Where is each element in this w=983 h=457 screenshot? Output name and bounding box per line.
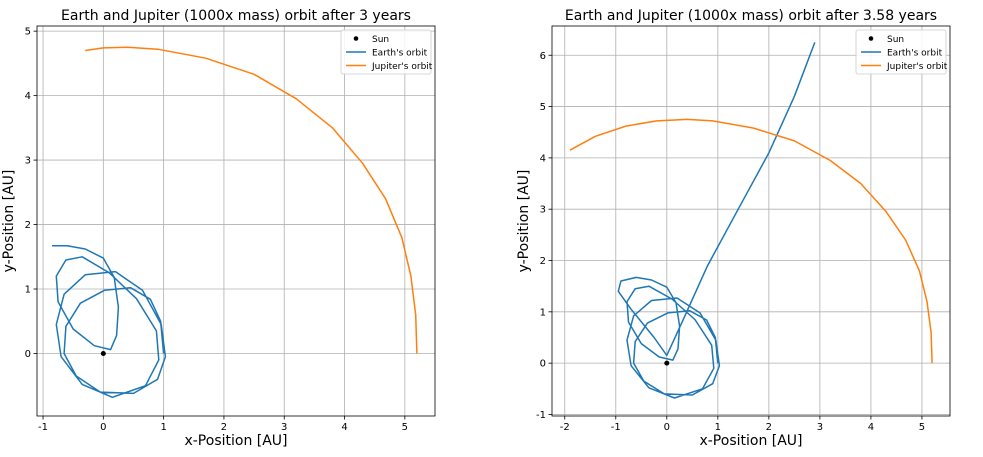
- y-tick-label: 3: [25, 156, 31, 167]
- x-tick-label: 1: [715, 422, 721, 433]
- x-tick-label: -1: [611, 422, 621, 433]
- x-tick-label: -2: [560, 422, 570, 433]
- legend-jupiter-label: Jupiter's orbit: [886, 62, 948, 72]
- x-tick-label: 2: [766, 422, 772, 433]
- y-tick-label: -1: [536, 410, 546, 421]
- y-axis-label: y-Position [AU]: [1, 170, 17, 273]
- x-tick-label: 5: [919, 422, 925, 433]
- legend-sun-label: Sun: [887, 35, 904, 45]
- y-tick-label: 4: [25, 91, 31, 102]
- y-tick-label: 5: [540, 102, 546, 113]
- x-tick-label: -1: [38, 422, 48, 433]
- x-tick-label: 3: [817, 422, 823, 433]
- plot-area: [569, 42, 933, 399]
- x-tick-label: 0: [100, 422, 106, 433]
- axes-frame: [36, 25, 436, 417]
- x-tick-label: 5: [402, 422, 408, 433]
- x-tick-label: 4: [341, 422, 347, 433]
- x-tick-label: 1: [160, 422, 166, 433]
- chart-panel-1: -1 0 1 2 3 4 5 0 1 2 3 4 5 Earth and Jupiter (1000x m…: [1, 8, 436, 449]
- axes-frame: [551, 25, 951, 417]
- legend-sun-marker: [868, 36, 874, 41]
- y-tick-label: 5: [25, 27, 31, 38]
- x-tick-label: 3: [281, 422, 287, 433]
- y-tick-label: 0: [25, 349, 31, 360]
- y-tick-label: 6: [540, 51, 546, 62]
- legend-box: [855, 29, 947, 75]
- legend: Sun Earth's orbit Jupiter's orbit: [855, 29, 948, 75]
- y-tick-label: 1: [540, 307, 546, 318]
- y-tick-label: 2: [25, 220, 31, 231]
- legend-sun-marker: [353, 36, 359, 41]
- x-tick-label: 0: [664, 422, 670, 433]
- legend: Sun Earth's orbit Jupiter's orbit: [340, 29, 433, 75]
- y-tick-label: 4: [540, 153, 546, 164]
- chart-title: Earth and Jupiter (1000x mass) orbit aft…: [565, 8, 937, 24]
- y-tick-label: 0: [540, 359, 546, 370]
- chart-panel-2: -2 -1 0 1 2 3 4 5 -1 0 1 2 3 4 5 6 Earth and Jupiter (10…: [516, 8, 951, 449]
- jupiter-orbit-line: [569, 118, 933, 364]
- x-axis-label: x-Position [AU]: [699, 433, 802, 449]
- sun-point: [100, 350, 106, 356]
- y-axis-label: y-Position [AU]: [516, 170, 532, 273]
- chart-title: Earth and Jupiter (1000x mass) orbit aft…: [61, 8, 411, 24]
- legend-earth-label: Earth's orbit: [372, 48, 428, 58]
- x-axis-label: x-Position [AU]: [184, 433, 287, 449]
- sun-point: [664, 360, 670, 366]
- x-tick-label: 4: [868, 422, 874, 433]
- legend-jupiter-label: Jupiter's orbit: [371, 62, 433, 72]
- legend-earth-label: Earth's orbit: [887, 48, 943, 58]
- legend-sun-label: Sun: [372, 35, 389, 45]
- x-tick-label: 2: [221, 422, 227, 433]
- legend-box: [340, 29, 432, 75]
- earth-orbit-line: [52, 245, 167, 399]
- earth-orbit-line: [617, 42, 816, 399]
- y-tick-label: 1: [25, 285, 31, 296]
- y-tick-label: 3: [540, 205, 546, 216]
- jupiter-orbit-line: [85, 46, 418, 354]
- plot-area: [52, 46, 418, 399]
- y-tick-label: 2: [540, 256, 546, 267]
